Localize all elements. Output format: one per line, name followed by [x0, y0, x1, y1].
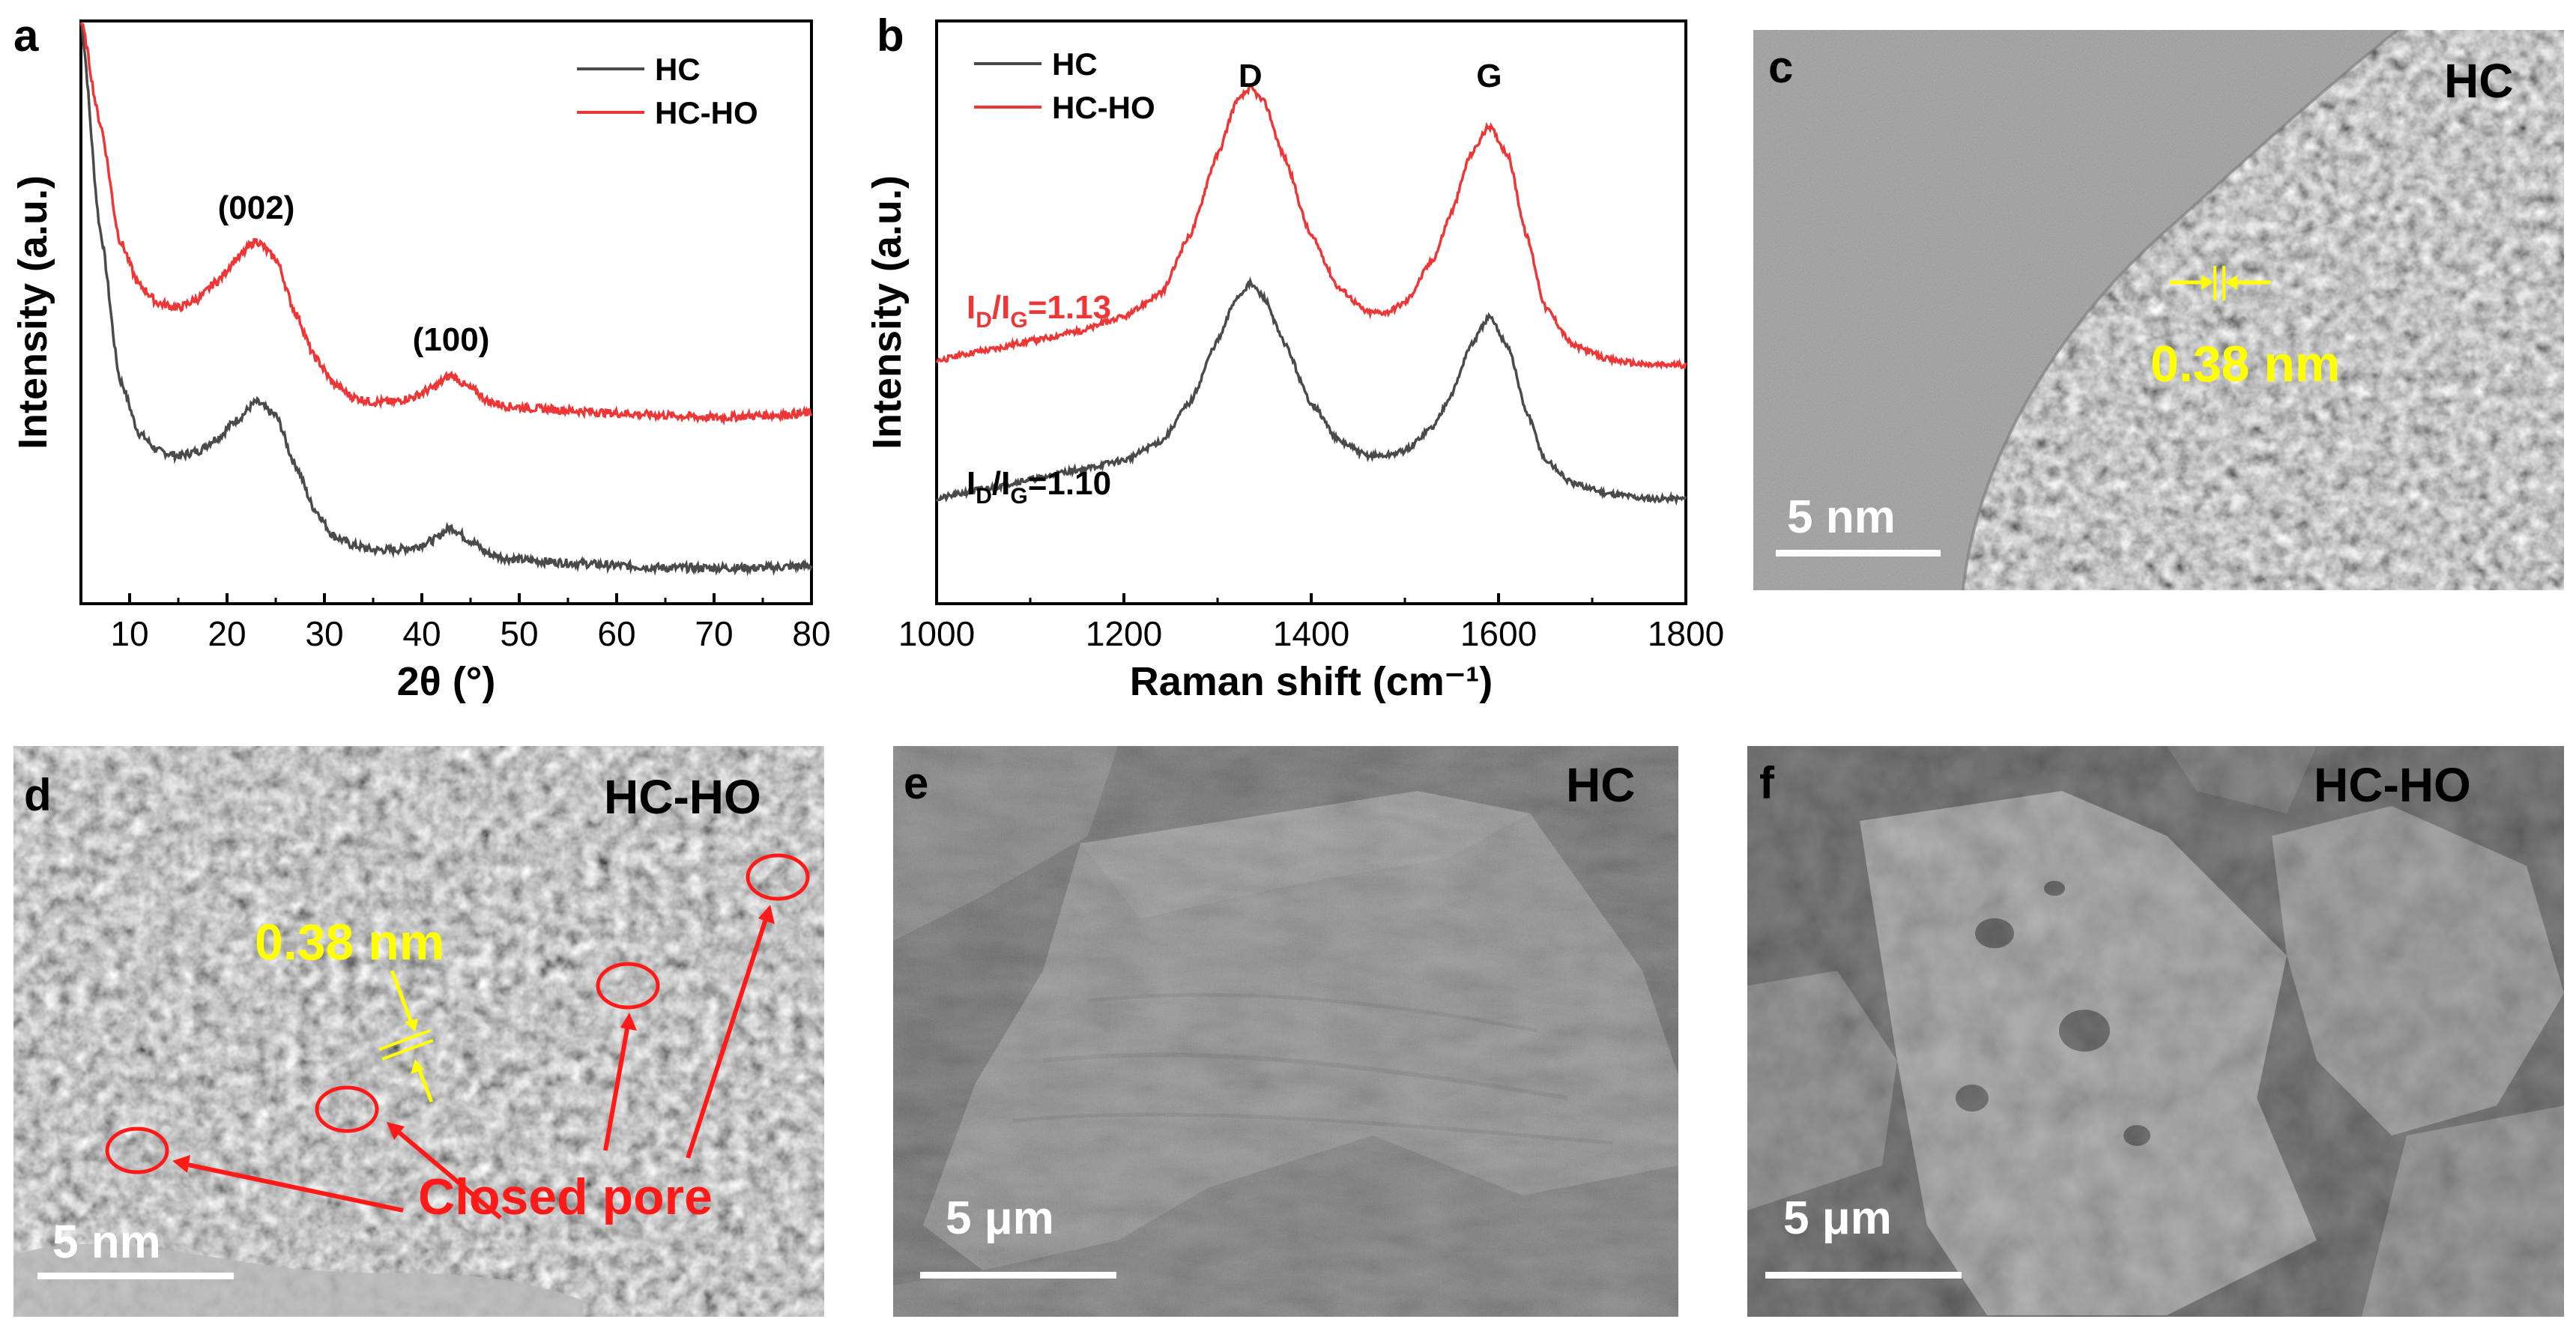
closed-pore-label: Closed pore	[418, 1168, 713, 1225]
closed-pore-circle	[596, 962, 660, 1010]
panel-label-a: a	[13, 10, 39, 61]
lattice-spacing-marker	[2170, 266, 2270, 300]
series-line-hc	[79, 22, 813, 577]
tem-image-hc: c HC 0.38 nm 5 nm	[1753, 30, 2564, 590]
x-axis-label: Raman shift (cm⁻¹)	[1130, 659, 1493, 704]
legend-label-hc: HC	[655, 52, 701, 87]
raman-peak-label: D	[1239, 58, 1263, 94]
x-tick-label: 60	[597, 614, 635, 653]
ratio-label-hc: ID/IG=1.10	[967, 465, 1111, 509]
scale-bar-c	[1776, 550, 1941, 557]
y-axis-label: Intensity (a.u.)	[10, 175, 55, 449]
scale-bar-label-e: 5 μm	[946, 1192, 1054, 1244]
x-tick-label: 50	[500, 614, 538, 653]
raman-peak-label: G	[1476, 58, 1502, 94]
scale-bar-f	[1765, 1272, 1962, 1279]
x-tick-label: 1000	[898, 614, 975, 653]
panel-label-f: f	[1759, 758, 1774, 808]
panel-label-c: c	[1768, 42, 1794, 92]
sample-label-hc: HC	[2444, 54, 2514, 108]
sample-label-e: HC	[1566, 758, 1636, 812]
ratio-label-hc-ho: ID/IG=1.13	[967, 289, 1111, 333]
x-tick-label: 70	[695, 614, 733, 653]
tem-image-hc-ho: d HC-HO 0.38 nm Closed pore 5 nm	[13, 746, 824, 1317]
closed-pore-circle	[315, 1085, 379, 1133]
legend-label-hc-ho: HC-HO	[655, 95, 758, 130]
x-tick-label: 1200	[1086, 614, 1162, 653]
scale-bar-label-f: 5 μm	[1783, 1192, 1892, 1244]
closed-pore-circle	[105, 1127, 169, 1174]
panel-label-d: d	[24, 770, 52, 820]
x-tick-label: 1400	[1273, 614, 1349, 653]
y-axis-label: Intensity (a.u.)	[865, 175, 910, 449]
sem-image-hc-ho: f HC-HO 5 μm	[1747, 746, 2564, 1317]
sem-image-hc: e HC 5 μm	[893, 746, 1678, 1317]
series-line-hc-ho	[79, 22, 813, 426]
legend-label-hc-ho: HC-HO	[1052, 90, 1155, 125]
sample-label-hc-ho: HC-HO	[604, 770, 761, 824]
plot-frame	[79, 19, 813, 605]
panel-label-e: e	[904, 758, 929, 808]
x-tick-label: 40	[402, 614, 441, 653]
lattice-spacing-label: 0.38 nm	[2150, 336, 2341, 392]
scale-bar-d	[37, 1273, 234, 1279]
peak-label: (002)	[218, 189, 295, 226]
x-tick-label: 80	[792, 614, 830, 653]
series-line-hc-ho	[935, 84, 1687, 370]
sample-label-f: HC-HO	[2314, 758, 2471, 812]
closed-pore-circle	[746, 853, 810, 901]
x-tick-label: 1800	[1648, 614, 1723, 653]
panel-label-b: b	[877, 10, 904, 61]
scale-bar-e	[920, 1272, 1116, 1279]
lattice-spacing-label-d: 0.38 nm	[255, 914, 445, 971]
x-tick-label: 1600	[1460, 614, 1537, 653]
scale-bar-label-d: 5 nm	[52, 1216, 161, 1268]
x-tick-label: 20	[208, 614, 246, 653]
series-line-hc	[935, 276, 1687, 506]
scale-bar-label-c: 5 nm	[1787, 491, 1896, 543]
x-tick-label: 30	[305, 614, 343, 653]
legend-label-hc: HC	[1052, 46, 1098, 82]
raman-chart: 1000 1200 1400 1600 1800 Raman shift (cm⁻¹) In…	[865, 19, 1723, 704]
xrd-chart: 10 20 30 40 50 60 70 80 2θ (°) Intensity (a.u.) HC…	[10, 19, 831, 704]
x-axis-label: 2θ (°)	[397, 659, 496, 704]
peak-label: (100)	[413, 321, 490, 358]
x-tick-label: 10	[110, 614, 148, 653]
annotation-overlay-d	[105, 853, 810, 1220]
